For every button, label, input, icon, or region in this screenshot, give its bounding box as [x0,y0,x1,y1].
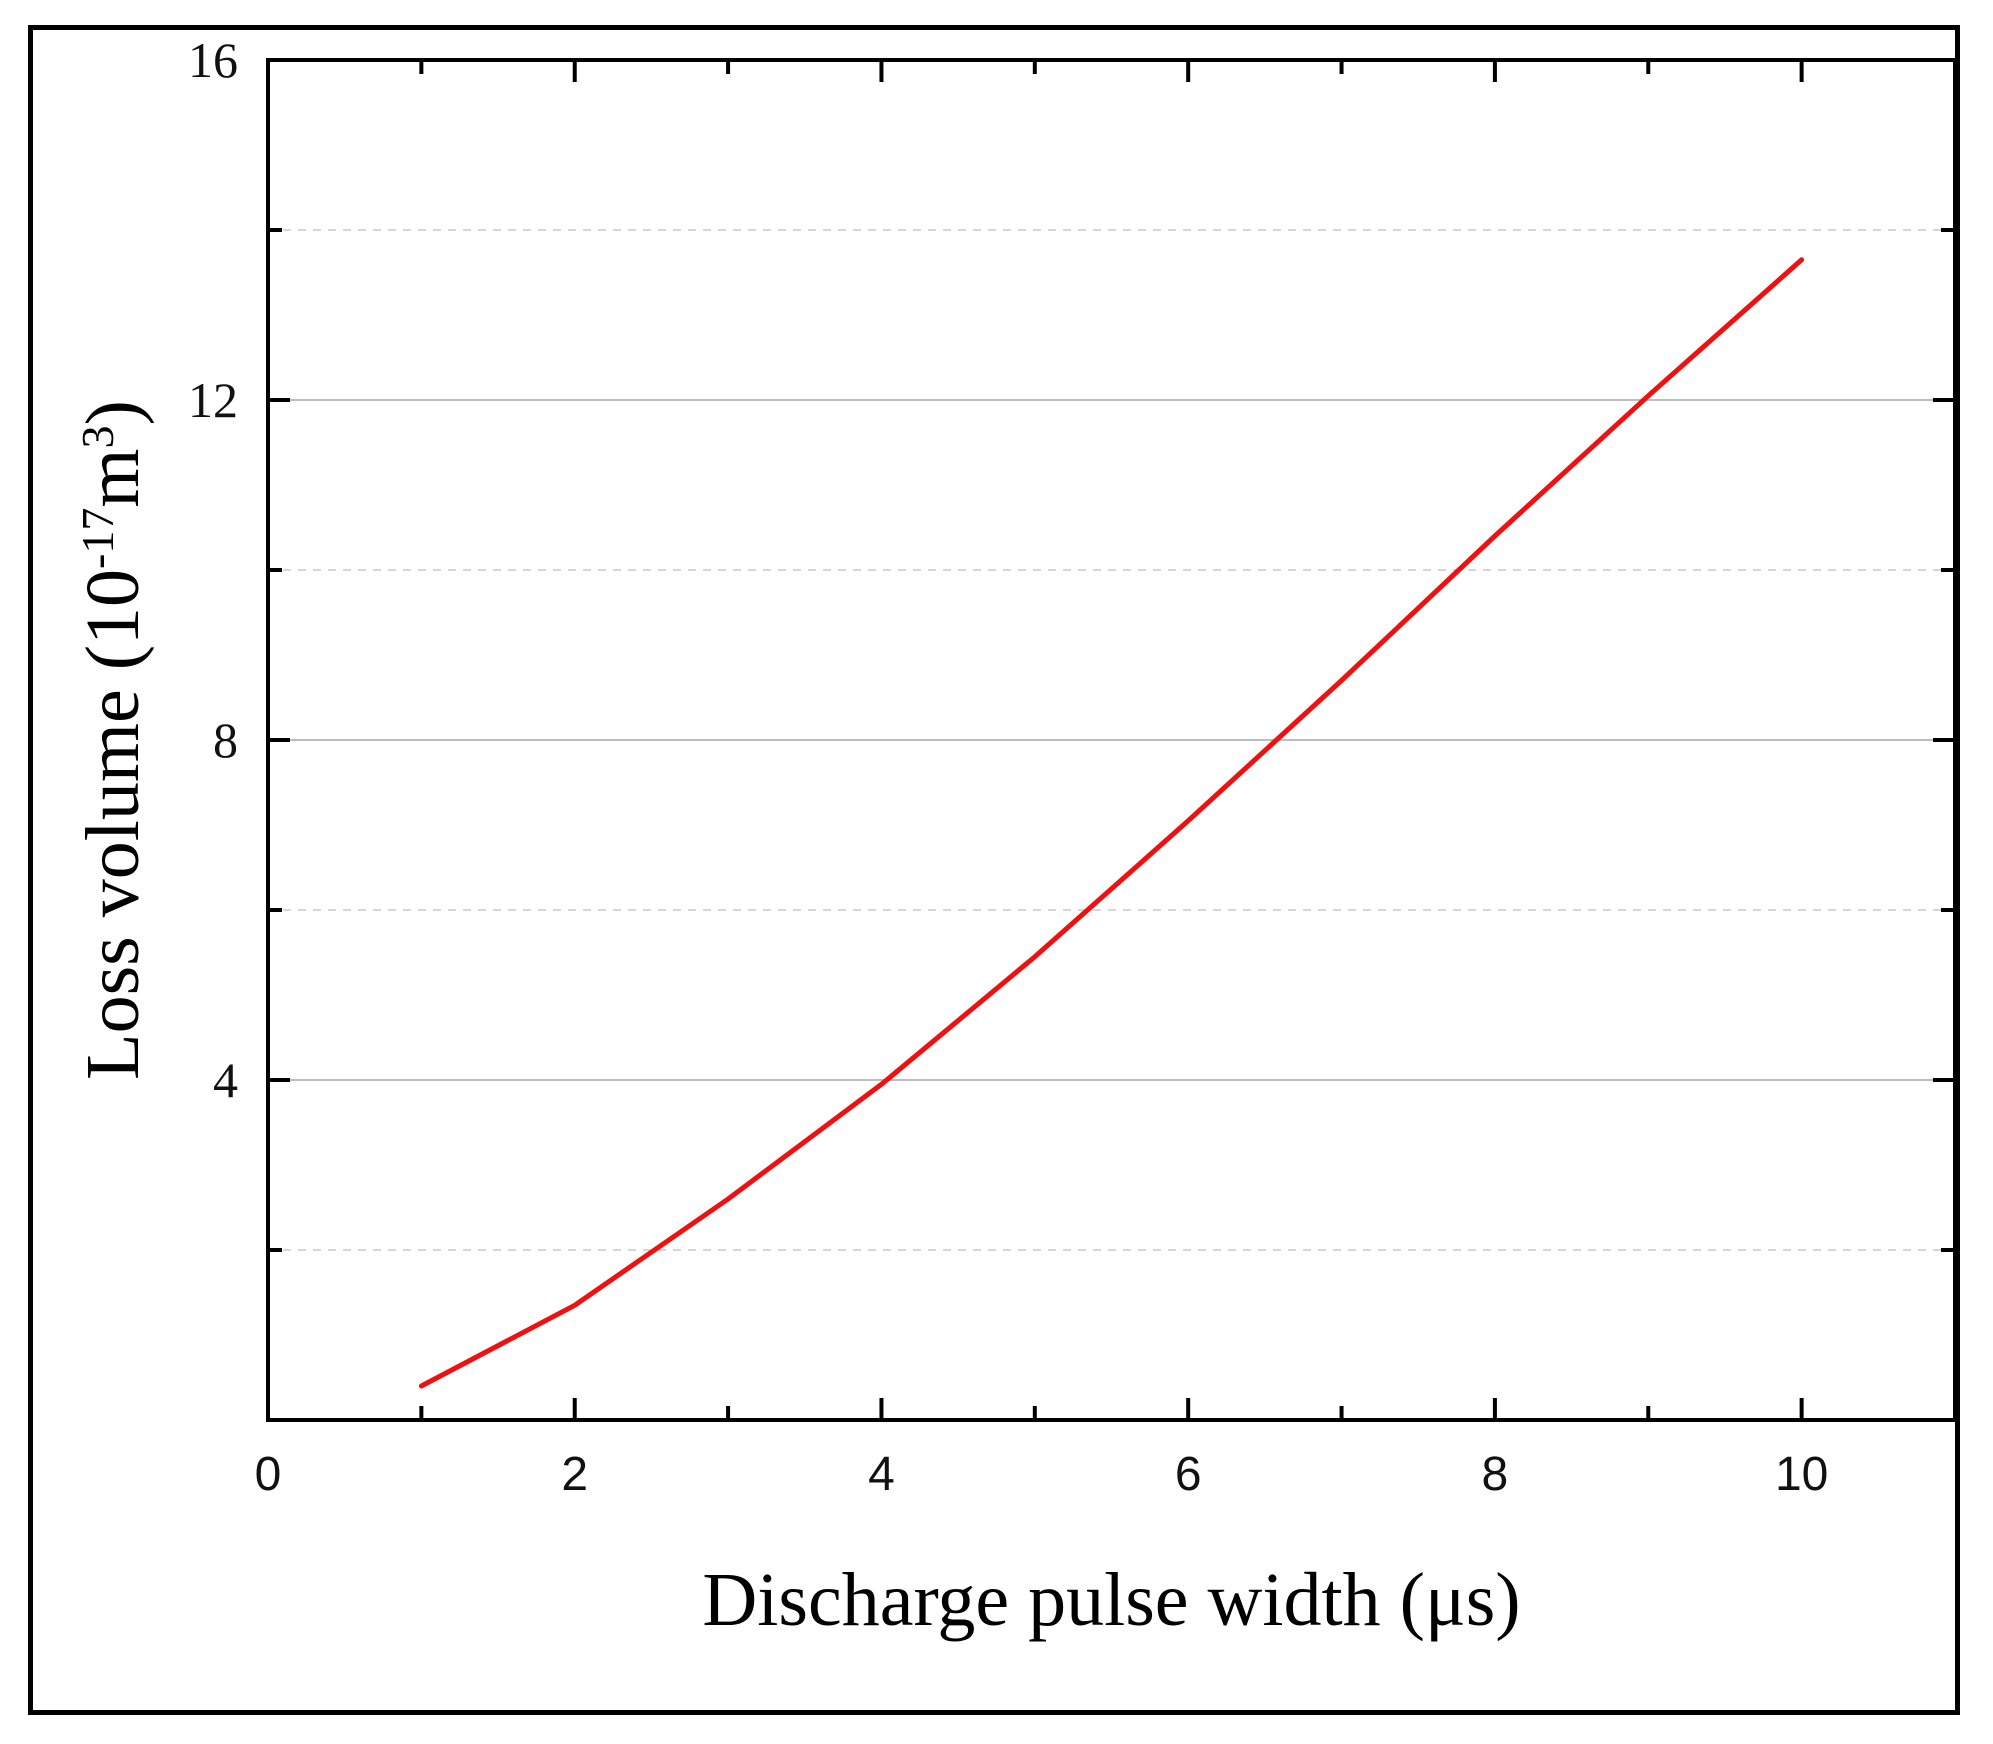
plot-area-border [266,58,1957,1422]
x-tick-label: 10 [1775,1448,1828,1501]
y-tick-label: 16 [188,32,238,88]
y-axis-title-unit: m [71,449,155,508]
x-tick-labels: 0 2 4 6 8 10 [255,1448,1829,1501]
y-axis-title: Loss volume (10-17m3) [71,400,155,1080]
y-axis-title-close: ) [71,400,155,425]
x-tick-label: 2 [561,1448,588,1501]
y-tick-labels: 4 8 12 16 [188,32,238,1108]
series-group [418,257,1805,1389]
x-tick-label: 8 [1482,1448,1509,1501]
y-tick-label: 12 [188,372,238,428]
y-axis-title-unit-exponent: 3 [72,426,123,449]
y-tick-label: 8 [213,712,238,768]
y-axis-title-exponent: -17 [72,508,123,569]
figure-frame [28,25,1960,1715]
x-axis-title: Discharge pulse width (μs) [702,1558,1520,1642]
grid-lines [268,229,1955,1251]
axis-ticks [268,60,1955,1420]
x-tick-label: 6 [1175,1448,1202,1501]
series-line [418,257,1805,1389]
y-tick-label: 4 [213,1052,238,1108]
x-tick-label: 4 [868,1448,895,1501]
x-tick-label: 0 [255,1448,282,1501]
y-axis-title-base: Loss volume (10 [71,569,155,1080]
